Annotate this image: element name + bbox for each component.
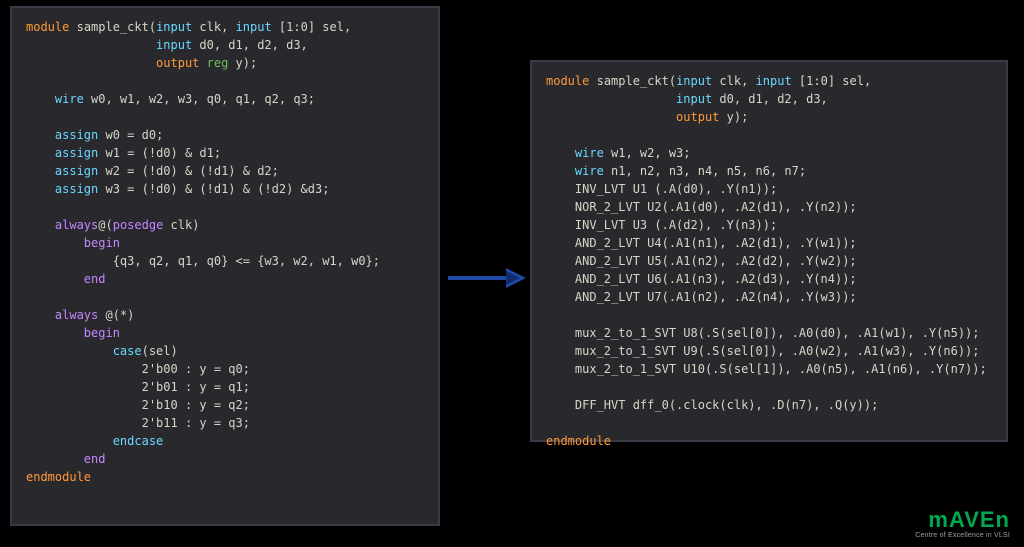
code-line: output y);	[546, 108, 992, 126]
code-line: always@(posedge clk)	[26, 216, 424, 234]
logo: mAVEn Centre of Excellence in VLSI	[915, 510, 1010, 539]
code-line: endmodule	[26, 468, 424, 486]
code-line: begin	[26, 234, 424, 252]
code-line	[26, 198, 424, 216]
code-line: 2'b10 : y = q2;	[26, 396, 424, 414]
code-line: endcase	[26, 432, 424, 450]
code-line: mux_2_to_1_SVT U10(.S(sel[1]), .A0(n5), …	[546, 360, 992, 378]
code-line	[26, 108, 424, 126]
code-line: wire n1, n2, n3, n4, n5, n6, n7;	[546, 162, 992, 180]
arrow-icon	[446, 266, 526, 290]
stage: module sample_ckt(input clk, input [1:0]…	[0, 0, 1024, 547]
code-line: input d0, d1, d2, d3,	[546, 90, 992, 108]
code-line: 2'b00 : y = q0;	[26, 360, 424, 378]
code-line	[546, 126, 992, 144]
code-line	[546, 306, 992, 324]
code-line: AND_2_LVT U5(.A1(n2), .A2(d2), .Y(w2));	[546, 252, 992, 270]
code-line: end	[26, 270, 424, 288]
code-line: always @(*)	[26, 306, 424, 324]
code-line: {q3, q2, q1, q0} <= {w3, w2, w1, w0};	[26, 252, 424, 270]
code-line: AND_2_LVT U4(.A1(n1), .A2(d1), .Y(w1));	[546, 234, 992, 252]
logo-text: mAVEn	[928, 507, 1010, 532]
code-line	[26, 288, 424, 306]
code-line: INV_LVT U1 (.A(d0), .Y(n1));	[546, 180, 992, 198]
code-line: endmodule	[546, 432, 992, 450]
code-line: wire w0, w1, w2, w3, q0, q1, q2, q3;	[26, 90, 424, 108]
right-code-panel: module sample_ckt(input clk, input [1:0]…	[530, 60, 1008, 442]
code-line: begin	[26, 324, 424, 342]
code-line: module sample_ckt(input clk, input [1:0]…	[546, 72, 992, 90]
code-line	[546, 378, 992, 396]
logo-tagline: Centre of Excellence in VLSI	[915, 532, 1010, 539]
code-line: mux_2_to_1_SVT U8(.S(sel[0]), .A0(d0), .…	[546, 324, 992, 342]
code-line: NOR_2_LVT U2(.A1(d0), .A2(d1), .Y(n2));	[546, 198, 992, 216]
code-line: mux_2_to_1_SVT U9(.S(sel[0]), .A0(w2), .…	[546, 342, 992, 360]
code-line: assign w0 = d0;	[26, 126, 424, 144]
code-line: DFF_HVT dff_0(.clock(clk), .D(n7), .Q(y)…	[546, 396, 992, 414]
code-line: AND_2_LVT U6(.A1(n3), .A2(d3), .Y(n4));	[546, 270, 992, 288]
code-line: assign w2 = (!d0) & (!d1) & d2;	[26, 162, 424, 180]
code-line: AND_2_LVT U7(.A1(n2), .A2(n4), .Y(w3));	[546, 288, 992, 306]
code-line: assign w3 = (!d0) & (!d1) & (!d2) &d3;	[26, 180, 424, 198]
code-line: output reg y);	[26, 54, 424, 72]
code-line: wire w1, w2, w3;	[546, 144, 992, 162]
left-code-panel: module sample_ckt(input clk, input [1:0]…	[10, 6, 440, 526]
code-line	[26, 72, 424, 90]
code-line: INV_LVT U3 (.A(d2), .Y(n3));	[546, 216, 992, 234]
code-line: assign w1 = (!d0) & d1;	[26, 144, 424, 162]
code-line: case(sel)	[26, 342, 424, 360]
code-line: end	[26, 450, 424, 468]
code-line	[546, 414, 992, 432]
logo-brand: mAVEn	[915, 510, 1010, 530]
code-line: 2'b11 : y = q3;	[26, 414, 424, 432]
code-line: input d0, d1, d2, d3,	[26, 36, 424, 54]
code-line: 2'b01 : y = q1;	[26, 378, 424, 396]
code-line: module sample_ckt(input clk, input [1:0]…	[26, 18, 424, 36]
